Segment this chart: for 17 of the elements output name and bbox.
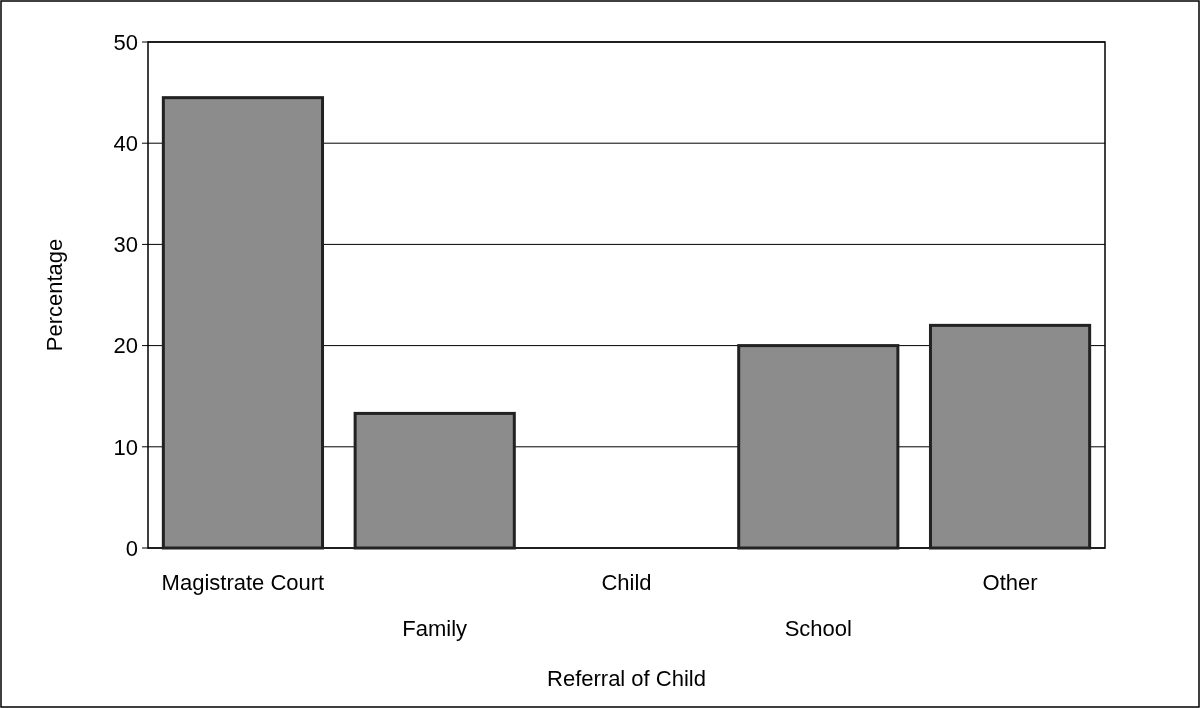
- x-tick-label: Other: [982, 570, 1038, 595]
- x-axis-title: Referral of Child: [547, 666, 706, 691]
- x-tick-label: Family: [402, 616, 468, 641]
- y-tick-label: 0: [125, 535, 138, 561]
- bar: [928, 323, 1092, 550]
- y-tick-label: 10: [113, 434, 138, 460]
- x-tick-label: School: [784, 616, 852, 641]
- bar: [161, 96, 325, 550]
- y-tick-label: 30: [113, 232, 138, 258]
- y-tick-label: 40: [113, 130, 138, 156]
- y-axis-title: Percentage: [42, 238, 67, 352]
- x-tick-label: Child: [601, 570, 652, 595]
- x-tick-label: Magistrate Court: [161, 570, 325, 595]
- y-tick-label: 20: [113, 333, 138, 359]
- y-tick-label: 50: [113, 29, 138, 55]
- bar: [353, 411, 516, 550]
- bar: [737, 344, 900, 550]
